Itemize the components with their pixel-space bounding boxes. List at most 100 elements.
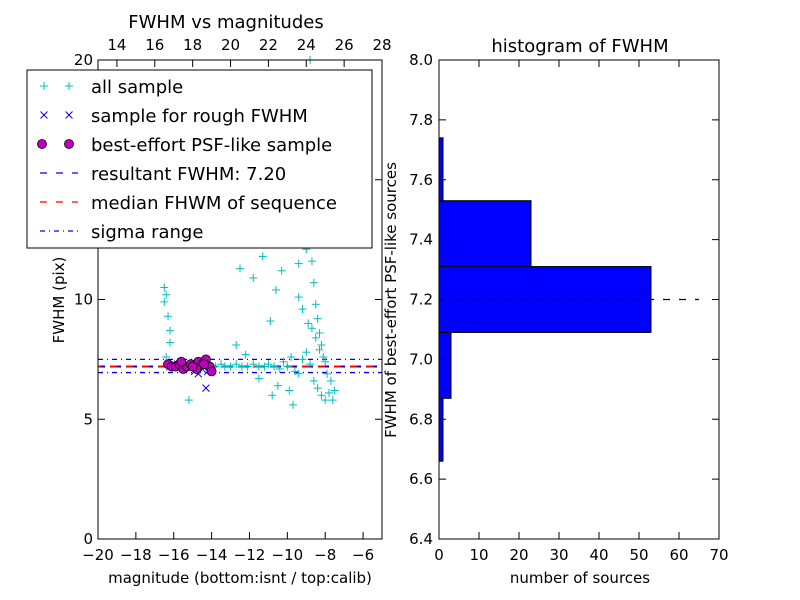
legend-entry-resultant-fwhm: resultant FWHM: 7.20 <box>40 164 286 185</box>
series-0-point-34 <box>298 355 307 364</box>
legend-label-resultant-fwhm: resultant FWHM: 7.20 <box>91 164 286 185</box>
series-0-point-48 <box>241 350 250 359</box>
series-0-point-42 <box>328 396 337 405</box>
series-0-point-2 <box>160 297 169 306</box>
series-0-point-19 <box>226 362 235 371</box>
series-0-point-22 <box>243 362 252 371</box>
scatter-panel: FWHM vs magnitudes −20 −18 −16 −14 −12 −10 −8−… <box>26 12 392 587</box>
series-1-point-7 <box>202 384 210 392</box>
series-0-point-3 <box>164 312 173 321</box>
series-0-point-27 <box>270 362 279 371</box>
y-tick-label: 20 <box>74 51 93 69</box>
legend-label-psf-like: best-effort PSF-like sample <box>91 135 332 156</box>
legend-entry-psf-like: best-effort PSF-like sample <box>37 135 332 156</box>
histogram-bar-0 <box>438 397 444 462</box>
hist-y-tick-label: 6.6 <box>409 470 433 488</box>
top-tick-label: 26 <box>335 36 354 54</box>
bottom-tick-label: −12 <box>234 546 266 564</box>
series-0-point-67 <box>309 278 318 287</box>
hist-x-tick-label: 30 <box>549 546 568 564</box>
legend-x-b <box>65 111 73 119</box>
left-y-axis-label: FWHM (pix) <box>50 257 68 344</box>
legend-dot-b <box>64 139 74 149</box>
legend-entry-rough-fwhm: sample for rough FWHM <box>40 106 308 127</box>
series-0-point-26 <box>264 360 273 369</box>
series-0-point-81 <box>311 333 320 342</box>
legend-entry-all-sample: all sample <box>40 77 183 98</box>
left-chart-title: FWHM vs magnitudes <box>128 12 323 33</box>
histogram-x-ticks: 0 10 20 30 40 50 60 70 <box>434 60 729 564</box>
series-0-point-35 <box>302 348 311 357</box>
bottom-tick-label: −6 <box>352 546 374 564</box>
series-0-point-38 <box>313 384 322 393</box>
top-tick-label: 22 <box>259 36 278 54</box>
legend-label-all-sample: all sample <box>91 77 183 98</box>
hist-y-tick-label: 6.8 <box>409 410 433 428</box>
hist-x-tick-label: 10 <box>469 546 488 564</box>
top-tick-label: 18 <box>183 36 202 54</box>
legend-marker-plus <box>40 82 73 90</box>
series-0-point-36 <box>306 360 315 369</box>
legend-dot-a <box>37 139 47 149</box>
series-0-point-20 <box>232 360 241 369</box>
series-0-point-54 <box>266 317 275 326</box>
right-y-axis-label: FWHM of best-effort PSF-like sources <box>382 162 400 438</box>
left-x-axis-label: magnitude (bottom:isnt / top:calib) <box>108 569 372 587</box>
hist-x-tick-label: 60 <box>669 546 688 564</box>
y-tick-label: 0 <box>83 530 93 548</box>
legend-marker-circle <box>37 139 74 149</box>
legend-box <box>26 69 373 249</box>
bottom-tick-label: −8 <box>314 546 336 564</box>
right-x-axis-label: number of sources <box>510 569 650 587</box>
series-0-point-30 <box>283 362 292 371</box>
legend-label-rough-fwhm: sample for rough FWHM <box>91 106 308 127</box>
histogram-panel: histogram of FWHM 0 10 20 30 40 50 60 70 6.4 6.6… <box>382 36 729 587</box>
series-0-point-55 <box>271 285 280 294</box>
series-0-point-66 <box>307 257 316 266</box>
legend-entry-median-fwhm: median FHWM of sequence <box>40 193 337 214</box>
series-0-point-80 <box>307 324 316 333</box>
series-0-point-40 <box>321 396 330 405</box>
bottom-tick-label: −18 <box>120 546 152 564</box>
series-0-point-86 <box>330 386 339 395</box>
series-0-point-69 <box>313 314 322 323</box>
legend-label-sigma-range: sigma range <box>91 222 203 243</box>
y-tick-label: 10 <box>74 291 93 309</box>
series-0-point-0 <box>160 283 169 292</box>
bottom-tick-label: −20 <box>82 546 114 564</box>
legend-label-median-fwhm: median FHWM of sequence <box>91 193 337 214</box>
series-0-point-85 <box>326 376 335 385</box>
top-tick-label: 16 <box>145 36 164 54</box>
series-0-point-77 <box>294 293 303 302</box>
series-0-point-49 <box>232 341 241 350</box>
bottom-tick-label: −16 <box>158 546 190 564</box>
series-0-point-51 <box>236 264 244 273</box>
series-0-point-39 <box>317 391 326 400</box>
series-0-point-52 <box>249 273 258 282</box>
legend-plus-b <box>65 82 73 90</box>
series-0-point-71 <box>317 341 326 350</box>
series-2-point-16 <box>199 359 209 370</box>
hist-x-tick-label: 40 <box>589 546 608 564</box>
series-0-point-44 <box>289 400 298 409</box>
y-tick-label: 5 <box>83 410 93 428</box>
legend-marker-x <box>40 111 73 119</box>
series-0-point-31 <box>287 352 296 361</box>
histogram-bar-1 <box>438 331 452 399</box>
hist-y-tick-label: 6.4 <box>409 530 433 548</box>
series-2-point-13 <box>176 356 187 367</box>
hist-x-tick-label: 50 <box>629 546 648 564</box>
series-0-point-47 <box>254 374 263 383</box>
hist-y-tick-label: 7.8 <box>409 111 433 129</box>
series-0-point-53 <box>258 252 267 261</box>
series-0-point-78 <box>298 305 307 314</box>
series-0-point-28 <box>275 364 284 373</box>
series-0-point-70 <box>315 329 324 338</box>
series-0-point-82 <box>315 345 324 354</box>
series-0-point-79 <box>304 319 313 328</box>
legend-x-a <box>40 111 48 119</box>
bottom-tick-label: −14 <box>196 546 228 564</box>
histogram-bar-3 <box>438 200 532 268</box>
histogram-bar-4 <box>438 137 444 202</box>
